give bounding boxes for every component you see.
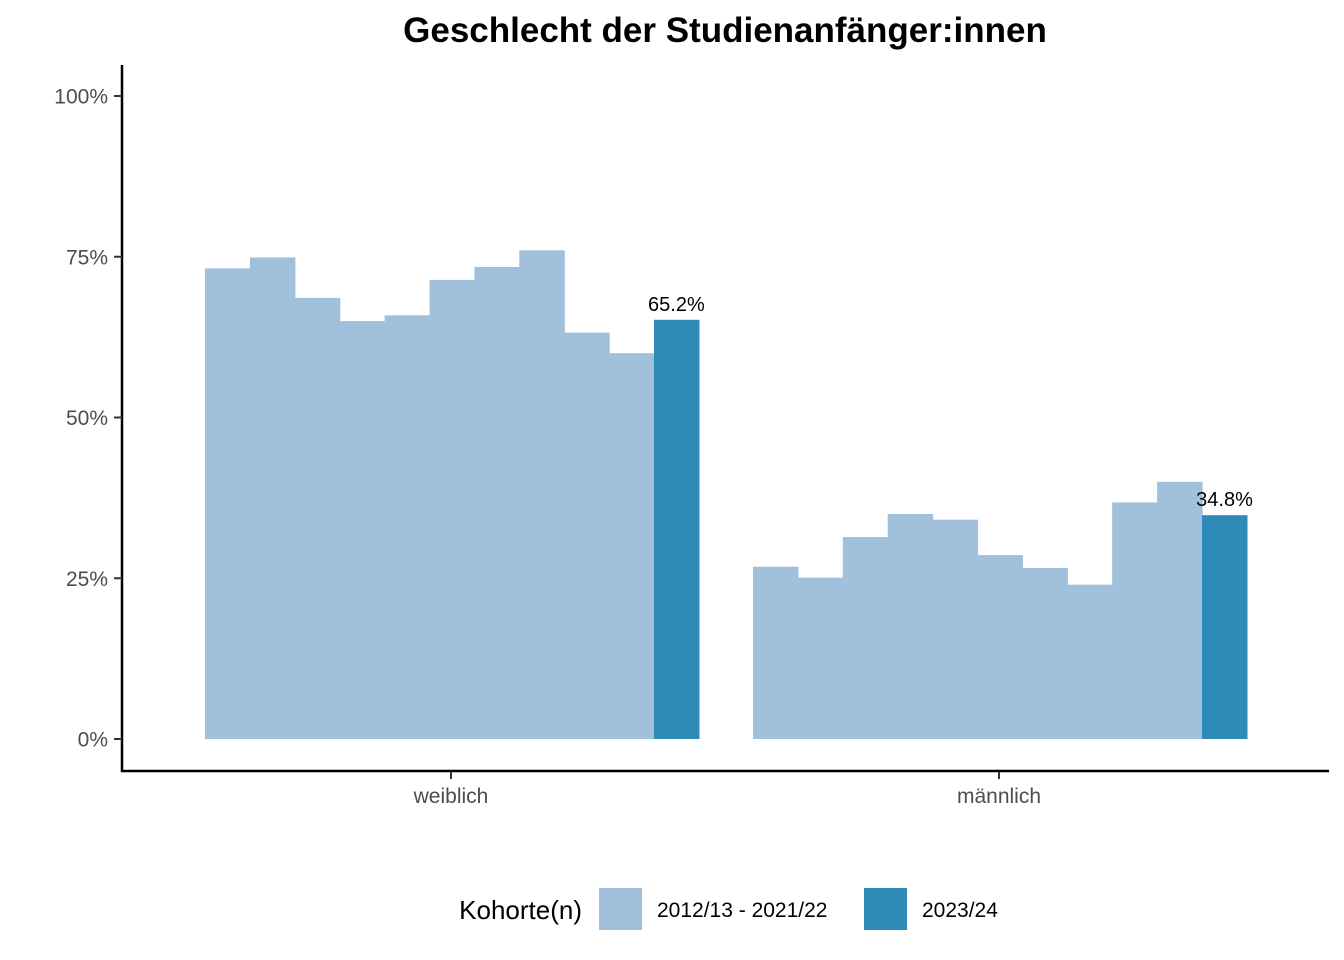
- bar-historic-1-7: [1067, 584, 1113, 739]
- y-tick-label: 0%: [78, 729, 108, 752]
- bar-current-1-0: [1202, 515, 1248, 739]
- bar-current-0-0: [654, 319, 700, 739]
- y-tick-label: 100%: [54, 86, 108, 109]
- data-label: 65.2%: [648, 294, 705, 316]
- bar-historic-1-5: [977, 555, 1023, 739]
- y-axis: 0% 25% 50% 75% 100%: [54, 86, 122, 752]
- data-label: 34.8%: [1196, 489, 1253, 511]
- y-tick-label: 75%: [66, 246, 108, 269]
- bar-historic-0-2: [294, 297, 341, 739]
- bar-historic-1-8: [1112, 502, 1158, 739]
- legend: Kohorte(n) 2012/13 - 2021/22 2023/24: [459, 888, 998, 930]
- bar-historic-1-1: [797, 577, 844, 739]
- bar-historic-0-8: [564, 332, 610, 739]
- bar-historic-0-5: [429, 279, 475, 739]
- y-tick-label: 50%: [66, 407, 108, 430]
- legend-label-historic: 2012/13 - 2021/22: [657, 899, 827, 922]
- bar-historic-1-9: [1157, 481, 1203, 739]
- legend-swatch-current: [864, 888, 907, 930]
- bar-historic-0-7: [519, 250, 565, 740]
- bar-historic-0-1: [249, 257, 296, 739]
- bar-historic-1-0: [753, 566, 799, 739]
- bar-historic-0-3: [339, 321, 386, 739]
- bar-historic-0-6: [474, 267, 520, 739]
- legend-title: Kohorte(n): [459, 895, 582, 925]
- bar-historic-1-6: [1022, 568, 1068, 739]
- plot-area: 65.2% 34.8%: [205, 250, 1253, 740]
- x-tick-label: weiblich: [413, 785, 489, 808]
- bar-historic-1-2: [842, 537, 889, 739]
- y-tick-label: 25%: [66, 568, 108, 591]
- bar-historic-0-0: [205, 268, 251, 739]
- bar-historic-1-4: [932, 519, 979, 739]
- legend-swatch-historic: [599, 888, 642, 930]
- x-tick-label: männlich: [957, 785, 1041, 808]
- chart-title: Geschlecht der Studienanfänger:innen: [403, 11, 1047, 50]
- bar-historic-1-3: [887, 514, 934, 739]
- x-axis: weiblich männlich: [413, 772, 1041, 808]
- bar-historic-0-9: [609, 353, 655, 739]
- legend-label-current: 2023/24: [922, 899, 998, 922]
- bar-historic-0-4: [384, 315, 431, 739]
